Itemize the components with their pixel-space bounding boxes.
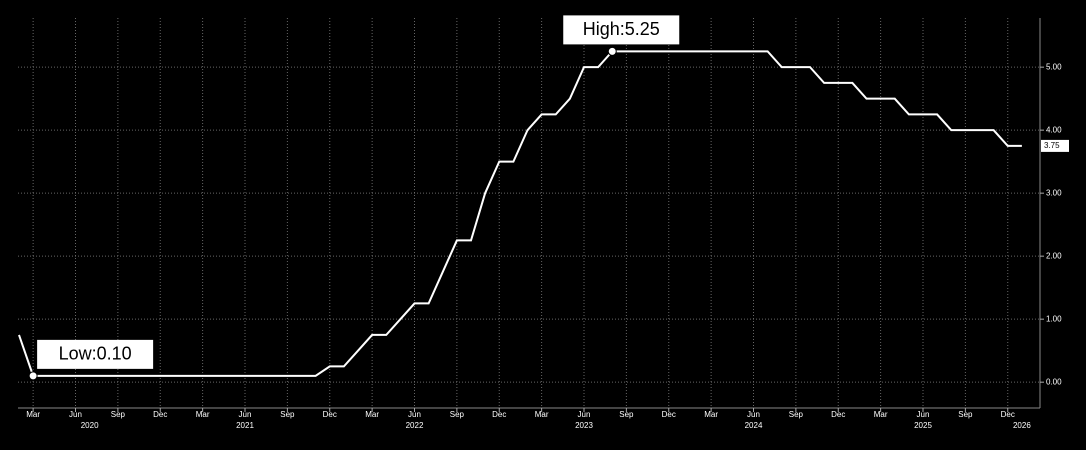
x-tick-label: Mar [196,410,210,419]
last-value-box [1041,139,1069,152]
x-tick-label: Jun [917,410,930,419]
annotation-dot [607,46,617,56]
year-label: 2020 [81,421,99,430]
annotation-label: High:5.25 [583,19,660,39]
annotation-dot [28,371,38,381]
x-tick-label: Sep [619,410,634,419]
x-tick-label: Sep [958,410,973,419]
x-tick-label: Sep [450,410,465,419]
x-tick-label: Dec [662,410,676,419]
y-tick-label: 1.00 [1046,314,1062,323]
x-tick-label: Dec [323,410,337,419]
x-tick-label: Sep [789,410,804,419]
year-label: 2023 [575,421,593,430]
y-tick-label: 2.00 [1046,251,1062,260]
annotation-label: Low:0.10 [59,344,132,364]
year-label: 2022 [406,421,424,430]
y-tick-label: 0.00 [1046,377,1062,386]
x-tick-label: Dec [492,410,506,419]
x-tick-label: Mar [874,410,888,419]
year-label: 2021 [236,421,254,430]
year-label: 2024 [745,421,763,430]
x-tick-label: Dec [1001,410,1015,419]
x-tick-label: Dec [831,410,845,419]
x-tick-label: Jun [69,410,82,419]
year-label: 2025 [914,421,932,430]
y-tick-label: 5.00 [1046,62,1062,71]
x-tick-label: Dec [153,410,167,419]
x-tick-label: Sep [280,410,295,419]
x-tick-label: Jun [408,410,421,419]
x-tick-label: Mar [26,410,40,419]
year-label: 2026 [1013,421,1031,430]
y-tick-label: 4.00 [1046,125,1062,134]
x-tick-label: Mar [704,410,718,419]
x-tick-label: Sep [111,410,126,419]
line [18,50,1022,377]
x-tick-label: Mar [535,410,549,419]
x-tick-label: Mar [365,410,379,419]
y-tick-label: 3.00 [1046,188,1062,197]
last-value-label: 3.75 [1044,141,1060,150]
x-tick-label: Jun [578,410,591,419]
x-tick-label: Jun [239,410,252,419]
annotation-box [37,339,154,369]
x-tick-label: Jun [747,410,760,419]
annotation-box [563,15,680,45]
